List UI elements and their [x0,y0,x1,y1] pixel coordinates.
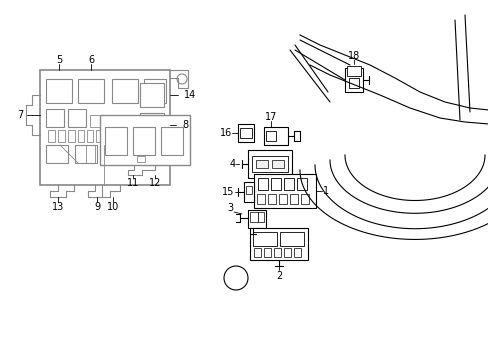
FancyBboxPatch shape [238,124,253,142]
FancyBboxPatch shape [296,178,306,190]
FancyBboxPatch shape [75,145,97,163]
FancyBboxPatch shape [256,160,267,168]
FancyBboxPatch shape [245,186,251,194]
FancyBboxPatch shape [284,248,290,257]
FancyBboxPatch shape [68,130,75,142]
FancyBboxPatch shape [257,194,264,204]
FancyBboxPatch shape [112,79,138,103]
FancyBboxPatch shape [123,130,129,142]
FancyBboxPatch shape [252,232,276,246]
Text: 2: 2 [275,271,282,281]
Text: 13: 13 [52,202,64,212]
FancyBboxPatch shape [249,228,307,260]
FancyBboxPatch shape [114,130,120,142]
Text: 18: 18 [347,51,359,61]
FancyBboxPatch shape [105,127,127,155]
FancyBboxPatch shape [140,83,163,107]
Text: 3: 3 [226,203,233,213]
FancyBboxPatch shape [289,194,297,204]
FancyBboxPatch shape [58,130,65,142]
FancyBboxPatch shape [46,109,64,127]
FancyBboxPatch shape [46,79,72,103]
FancyBboxPatch shape [106,115,120,127]
Text: 5: 5 [56,55,62,65]
FancyBboxPatch shape [253,248,261,257]
FancyBboxPatch shape [137,156,145,162]
Text: 7: 7 [17,110,23,120]
FancyBboxPatch shape [247,210,265,228]
FancyBboxPatch shape [251,156,287,172]
FancyBboxPatch shape [78,130,84,142]
Text: 17: 17 [264,112,277,122]
FancyBboxPatch shape [140,113,163,137]
FancyBboxPatch shape [279,194,286,204]
FancyBboxPatch shape [249,212,258,222]
FancyBboxPatch shape [258,178,267,190]
FancyBboxPatch shape [264,127,287,145]
FancyBboxPatch shape [247,150,291,178]
FancyBboxPatch shape [105,145,127,163]
Text: 4: 4 [229,159,236,169]
FancyBboxPatch shape [143,79,165,103]
FancyBboxPatch shape [105,130,111,142]
FancyBboxPatch shape [270,178,281,190]
FancyBboxPatch shape [284,178,293,190]
FancyBboxPatch shape [240,128,251,138]
FancyBboxPatch shape [161,127,183,155]
FancyBboxPatch shape [90,115,104,127]
FancyBboxPatch shape [78,79,104,103]
FancyBboxPatch shape [348,78,358,88]
FancyBboxPatch shape [48,130,55,142]
FancyBboxPatch shape [264,248,270,257]
FancyBboxPatch shape [273,248,281,257]
FancyBboxPatch shape [271,160,284,168]
Text: 6: 6 [88,55,94,65]
FancyBboxPatch shape [87,130,93,142]
FancyBboxPatch shape [293,248,301,257]
Text: 12: 12 [148,178,161,188]
FancyBboxPatch shape [68,109,86,127]
Text: 10: 10 [107,202,119,212]
Text: 1: 1 [322,186,328,196]
FancyBboxPatch shape [346,66,360,76]
FancyBboxPatch shape [244,182,253,202]
FancyBboxPatch shape [345,68,362,92]
Circle shape [177,74,186,84]
Text: 9: 9 [94,202,100,212]
Text: 11: 11 [126,178,139,188]
FancyBboxPatch shape [265,131,275,141]
FancyBboxPatch shape [132,130,138,142]
FancyBboxPatch shape [301,194,308,204]
FancyBboxPatch shape [280,232,304,246]
FancyBboxPatch shape [100,115,190,165]
FancyBboxPatch shape [96,130,102,142]
FancyBboxPatch shape [133,127,155,155]
FancyBboxPatch shape [40,70,170,185]
Text: 14: 14 [183,90,196,100]
FancyBboxPatch shape [258,212,264,222]
FancyBboxPatch shape [253,174,315,208]
Circle shape [224,266,247,290]
Text: 15: 15 [222,187,234,197]
FancyBboxPatch shape [46,145,68,163]
FancyBboxPatch shape [267,194,275,204]
FancyBboxPatch shape [134,145,158,163]
Text: 16: 16 [220,128,232,138]
Text: 8: 8 [182,120,188,130]
